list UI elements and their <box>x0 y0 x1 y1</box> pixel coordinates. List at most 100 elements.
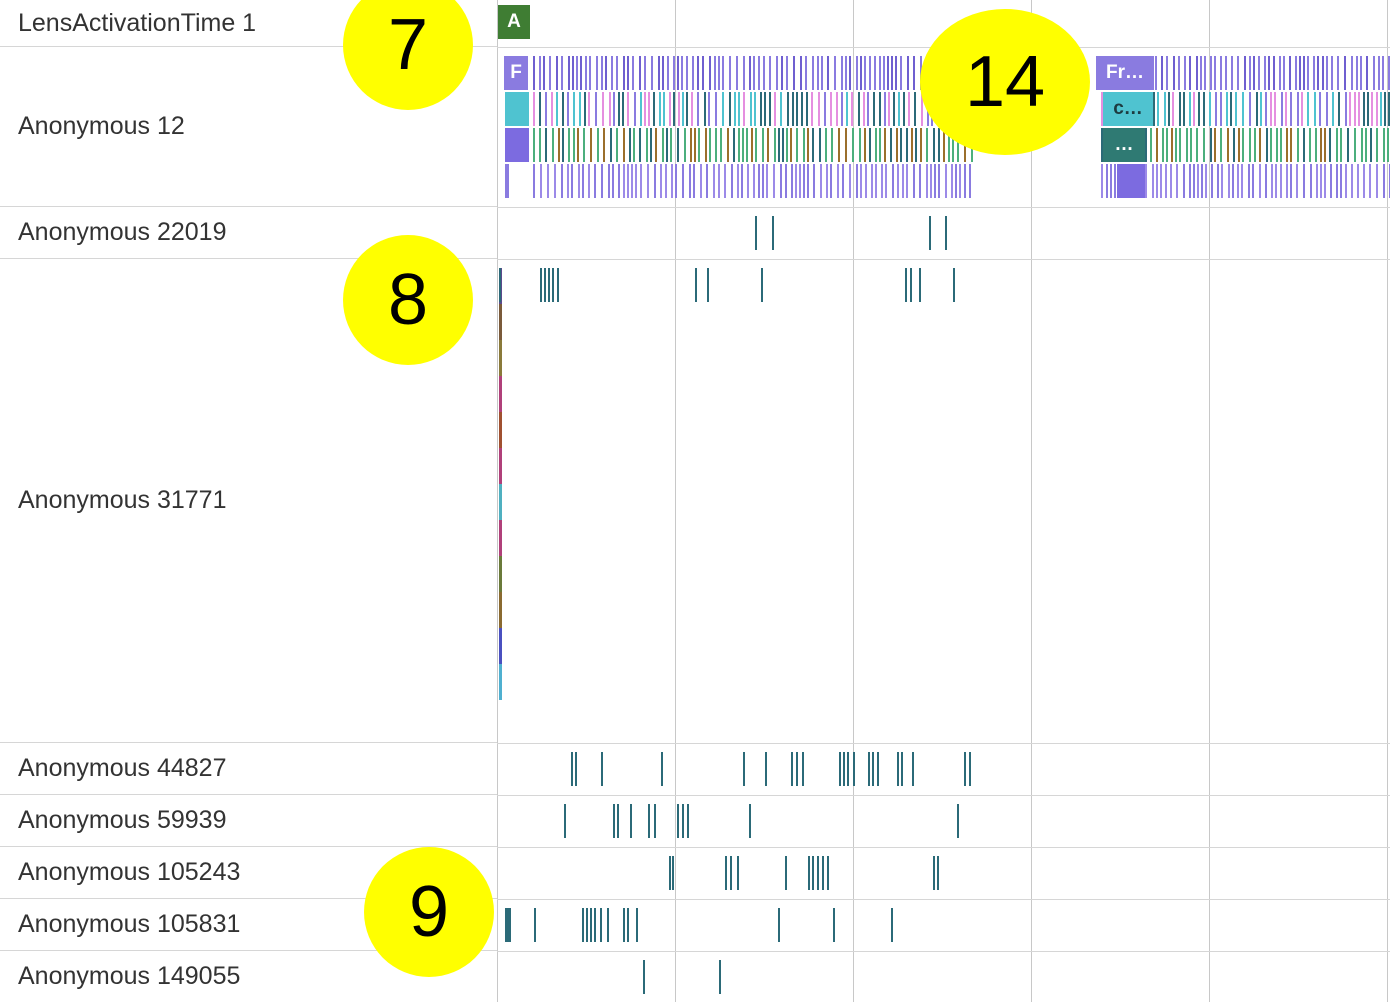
slice[interactable] <box>1354 128 1356 162</box>
slice[interactable] <box>1258 56 1260 90</box>
slice[interactable] <box>545 128 547 162</box>
slice[interactable] <box>554 164 556 198</box>
slice[interactable] <box>627 56 629 90</box>
slice[interactable] <box>763 56 765 90</box>
slice[interactable] <box>1196 128 1198 162</box>
slice[interactable] <box>780 164 782 198</box>
slice[interactable] <box>597 128 599 162</box>
slice[interactable] <box>1184 56 1186 90</box>
slice[interactable] <box>601 164 603 198</box>
slice[interactable] <box>1175 128 1177 162</box>
slice[interactable] <box>951 164 953 198</box>
slice[interactable] <box>830 92 832 126</box>
slice[interactable] <box>887 56 889 90</box>
slice[interactable] <box>1369 164 1371 198</box>
slice[interactable] <box>1297 92 1299 126</box>
slice[interactable] <box>713 164 715 198</box>
track-label-lens-activation[interactable]: LensActivationTime 1 <box>0 0 497 47</box>
slice[interactable] <box>589 56 591 90</box>
slice[interactable] <box>813 164 815 198</box>
slice[interactable] <box>873 92 875 126</box>
slice[interactable] <box>662 56 664 90</box>
slice[interactable] <box>722 92 724 126</box>
slice[interactable] <box>552 268 554 302</box>
slice[interactable] <box>1303 128 1305 162</box>
slice[interactable] <box>1320 164 1322 198</box>
slice[interactable] <box>1244 56 1246 90</box>
slice[interactable] <box>1253 56 1255 90</box>
slice[interactable] <box>499 628 502 664</box>
slice[interactable] <box>702 56 704 90</box>
slice-a[interactable]: A <box>498 5 530 39</box>
slice[interactable] <box>885 164 887 198</box>
slice[interactable] <box>715 128 717 162</box>
slice[interactable] <box>499 412 502 448</box>
slice[interactable] <box>914 92 916 126</box>
slice[interactable] <box>891 908 893 942</box>
slice[interactable] <box>807 128 809 162</box>
slice[interactable] <box>1303 164 1305 198</box>
slice[interactable] <box>867 92 869 126</box>
slice[interactable] <box>636 908 638 942</box>
slice[interactable] <box>1211 164 1213 198</box>
slice[interactable] <box>1367 92 1369 126</box>
slice[interactable] <box>572 56 574 90</box>
slice[interactable] <box>1145 128 1147 162</box>
slice[interactable] <box>499 592 502 628</box>
slice[interactable] <box>743 92 745 126</box>
slice[interactable] <box>875 164 877 198</box>
slice[interactable] <box>772 216 774 250</box>
slice[interactable] <box>881 164 883 198</box>
slice[interactable] <box>644 56 646 90</box>
slice[interactable] <box>1382 56 1384 90</box>
slice[interactable] <box>847 752 849 786</box>
slice[interactable] <box>1307 56 1309 90</box>
slice[interactable] <box>653 92 655 126</box>
slice[interactable] <box>838 128 840 162</box>
slice[interactable] <box>929 216 931 250</box>
slice[interactable] <box>609 92 611 126</box>
slice[interactable] <box>926 164 928 198</box>
slice[interactable] <box>623 56 625 90</box>
slice[interactable] <box>1290 164 1292 198</box>
slice[interactable] <box>669 92 671 126</box>
slice[interactable] <box>586 908 588 942</box>
slice[interactable] <box>1273 56 1275 90</box>
slice[interactable] <box>709 128 711 162</box>
slice[interactable] <box>1285 92 1287 126</box>
slice[interactable] <box>1259 164 1261 198</box>
slice[interactable] <box>533 164 535 198</box>
slice[interactable] <box>573 128 575 162</box>
slice[interactable] <box>1235 92 1237 126</box>
slice[interactable] <box>708 92 710 126</box>
slice[interactable] <box>590 128 592 162</box>
slice[interactable] <box>755 128 757 162</box>
slice[interactable] <box>605 56 607 90</box>
slice[interactable] <box>623 164 625 198</box>
slice[interactable] <box>863 92 865 126</box>
slice[interactable] <box>1176 164 1178 198</box>
slice[interactable] <box>607 908 609 942</box>
slice[interactable] <box>1345 92 1347 126</box>
slice[interactable] <box>639 128 641 162</box>
slice[interactable] <box>677 128 679 162</box>
slice[interactable] <box>1376 92 1378 126</box>
slice[interactable] <box>1354 92 1356 126</box>
slice[interactable] <box>743 56 745 90</box>
slice[interactable] <box>827 56 829 90</box>
slice[interactable] <box>655 128 657 162</box>
slice[interactable] <box>596 56 598 90</box>
slice[interactable] <box>643 960 645 994</box>
slice[interactable] <box>1331 56 1333 90</box>
slice[interactable] <box>611 56 613 90</box>
slice[interactable] <box>812 856 814 890</box>
slice[interactable] <box>544 268 546 302</box>
slice[interactable] <box>1101 128 1103 162</box>
slice[interactable] <box>1150 128 1152 162</box>
slice[interactable] <box>737 164 739 198</box>
slice[interactable] <box>600 908 602 942</box>
slice[interactable] <box>1189 92 1191 126</box>
slice[interactable] <box>1324 164 1326 198</box>
slice[interactable] <box>561 164 563 198</box>
slice[interactable] <box>694 128 696 162</box>
